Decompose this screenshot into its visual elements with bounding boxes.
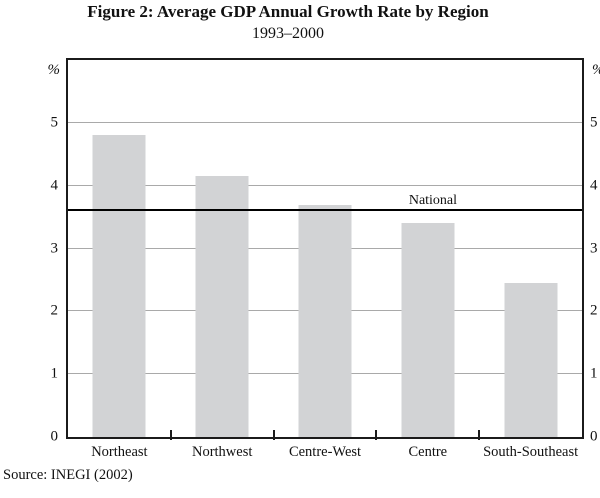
y-tick-label-right: 2 bbox=[590, 302, 598, 319]
bar-centre-west bbox=[298, 204, 352, 437]
category-label: Northeast bbox=[91, 444, 148, 460]
gridline bbox=[68, 121, 582, 123]
category-label: South-Southeast bbox=[483, 444, 579, 460]
y-tick-label-right: 5 bbox=[590, 114, 598, 131]
x-axis-tick bbox=[169, 430, 172, 440]
y-tick-label-left: 1 bbox=[50, 365, 59, 382]
y-tick-label-right: 4 bbox=[590, 177, 598, 194]
y-tick-label-right: 1 bbox=[590, 365, 598, 382]
source-note: Source: INEGI (2002) bbox=[3, 467, 133, 483]
gridline bbox=[68, 184, 582, 186]
y-tick-label-left: 5 bbox=[50, 114, 59, 131]
figure-subtitle: 1993–2000 bbox=[252, 25, 324, 42]
bar-centre bbox=[401, 223, 455, 437]
bar-south-southeast bbox=[504, 283, 558, 437]
y-tick-label-left: 0 bbox=[50, 428, 59, 445]
national-reference-line bbox=[68, 208, 582, 211]
plot-area: % % National 0 0 1 1 2 2 3 3 4 4 5 5 Northeast Northw… bbox=[48, 58, 600, 459]
national-line-label: National bbox=[408, 192, 458, 208]
category-label: Northwest bbox=[191, 444, 253, 460]
x-axis-tick bbox=[272, 430, 275, 440]
category-label: Centre-West bbox=[288, 444, 362, 460]
y-axis-unit-left: % bbox=[47, 62, 61, 78]
bar-northwest bbox=[195, 176, 249, 437]
y-tick-label-left: 4 bbox=[50, 177, 59, 194]
figure-title: Figure 2: Average GDP Annual Growth Rate… bbox=[87, 2, 489, 21]
bar-northeast bbox=[92, 135, 146, 437]
y-tick-label-left: 2 bbox=[50, 302, 59, 319]
y-tick-label-left: 3 bbox=[50, 240, 59, 256]
category-label: Centre bbox=[408, 444, 448, 460]
x-axis-tick bbox=[478, 430, 481, 440]
y-axis-unit-right: % bbox=[592, 63, 600, 78]
x-axis-tick bbox=[375, 430, 378, 440]
y-tick-label-right: 0 bbox=[590, 428, 598, 445]
y-tick-label-right: 3 bbox=[590, 240, 598, 256]
